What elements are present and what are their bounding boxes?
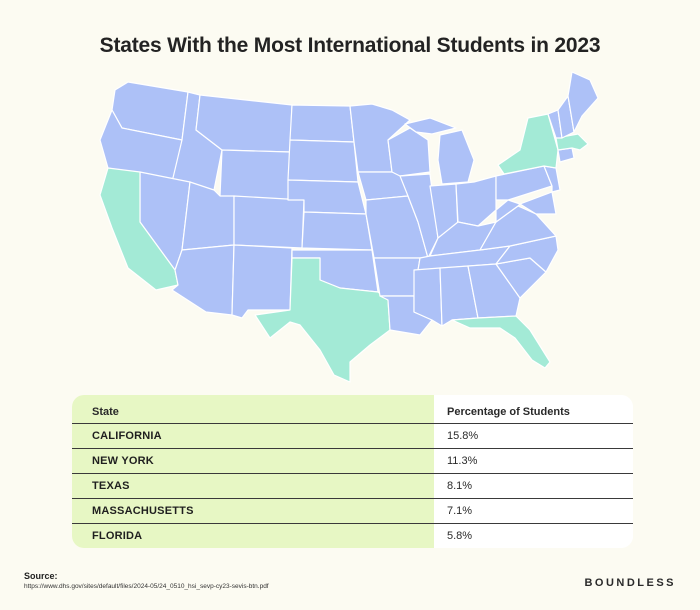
row-state: CALIFORNIA	[92, 430, 162, 442]
state-mississippi	[413, 267, 443, 327]
row-percentage: 8.1%	[447, 480, 473, 492]
row-divider	[72, 498, 633, 499]
state-arkansas	[373, 257, 421, 297]
row-percentage: 11.3%	[447, 455, 478, 467]
row-percentage: 15.8%	[447, 430, 479, 442]
row-state: NEW YORK	[92, 455, 154, 467]
state-georgia	[467, 263, 521, 319]
state-north-dakota	[289, 104, 355, 143]
table-percentage-column	[434, 395, 633, 548]
row-percentage: 7.1%	[447, 505, 473, 517]
table-header-percentage: Percentage of Students	[447, 406, 570, 418]
source-url: https://www.dhs.gov/sites/default/files/…	[24, 583, 269, 590]
row-state: FLORIDA	[92, 530, 143, 542]
state-kansas	[301, 211, 373, 251]
brand-logo: BOUNDLESS	[584, 577, 676, 589]
table-row: TEXAS 8.1%	[72, 473, 633, 498]
row-divider	[72, 423, 633, 424]
state-colorado	[233, 195, 305, 249]
us-map	[99, 71, 599, 383]
state-california	[99, 167, 179, 291]
table-header-state: State	[92, 406, 119, 418]
state-arizona	[171, 244, 235, 316]
row-state: MASSACHUSETTS	[92, 505, 194, 517]
state-massachusetts	[555, 133, 589, 151]
row-percentage: 5.8%	[447, 530, 473, 542]
state-texas	[254, 257, 391, 383]
row-divider	[72, 473, 633, 474]
state-west-virginia	[495, 199, 521, 223]
state-maine	[567, 71, 599, 133]
state-new-mexico	[231, 244, 293, 319]
state-ohio	[455, 175, 497, 227]
state-south-dakota	[287, 139, 359, 183]
state-wisconsin	[387, 127, 431, 177]
table-row: NEW YORK 11.3%	[72, 448, 633, 473]
data-table: State Percentage of Students CALIFORNIA …	[72, 395, 633, 548]
state-michigan-upper	[404, 117, 457, 135]
state-florida	[451, 315, 551, 369]
table-row: FLORIDA 5.8%	[72, 523, 633, 548]
state-maryland	[519, 191, 557, 215]
source-label: Source:	[24, 571, 58, 581]
table-row: MASSACHUSETTS 7.1%	[72, 498, 633, 523]
state-wyoming	[219, 149, 291, 201]
row-state: TEXAS	[92, 480, 130, 492]
row-divider	[72, 448, 633, 449]
state-new-york	[497, 113, 559, 175]
row-divider	[72, 523, 633, 524]
state-michigan	[437, 129, 475, 185]
table-row: CALIFORNIA 15.8%	[72, 423, 633, 448]
table-state-column	[72, 395, 434, 548]
page-title: States With the Most International Stude…	[99, 34, 601, 57]
